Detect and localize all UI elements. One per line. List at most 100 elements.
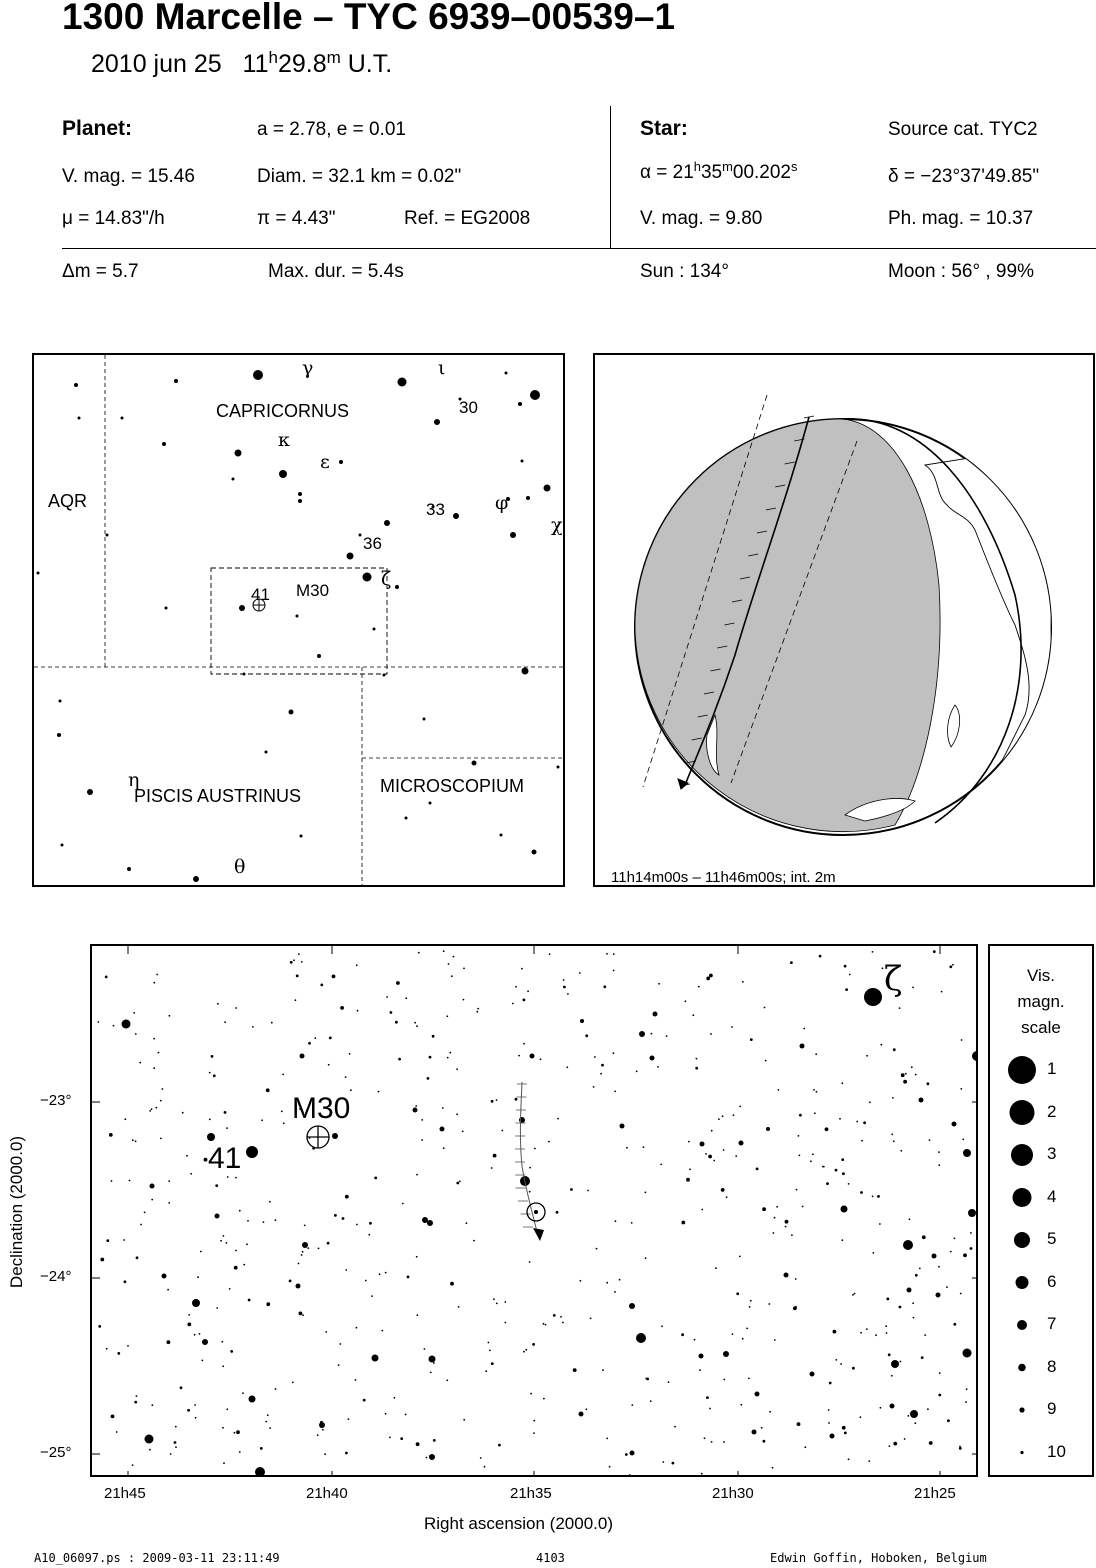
detail-star-faint	[235, 1249, 237, 1252]
detail-star-faint	[270, 1021, 273, 1024]
detail-star-faint	[238, 1451, 241, 1453]
detail-star-faint	[796, 1422, 801, 1426]
table-divider	[610, 106, 611, 248]
detail-star-faint	[282, 1073, 284, 1076]
detail-star-faint	[804, 1446, 807, 1449]
detail-star-faint	[521, 967, 523, 970]
detail-star-faint	[722, 1149, 725, 1151]
detail-star	[192, 1299, 200, 1307]
detail-star-faint	[689, 1168, 691, 1171]
detail-star	[918, 1097, 924, 1103]
detail-star-faint	[128, 1179, 131, 1182]
y-ticks	[92, 1101, 976, 1455]
scale-dot-3	[1011, 1144, 1033, 1166]
detail-star-faint	[369, 1221, 372, 1225]
scale-dot-6	[1015, 1276, 1029, 1289]
detail-star	[255, 1467, 265, 1475]
detail-star-faint	[644, 1191, 647, 1194]
finder-star	[164, 606, 168, 610]
xtick-21h40: 21h40	[306, 1485, 348, 1502]
detail-star	[951, 1121, 957, 1127]
detail-star-faint	[431, 1034, 435, 1038]
detail-star-faint	[749, 1299, 752, 1302]
detail-star-faint	[401, 1202, 404, 1205]
detail-star-faint	[589, 1317, 592, 1320]
detail-star-faint	[960, 1039, 963, 1041]
detail-star-faint	[151, 1404, 154, 1407]
detail-star-faint	[769, 1410, 771, 1413]
scale-dot-1	[1008, 1056, 1036, 1084]
scale-label-8: 8	[1047, 1356, 1057, 1376]
detail-star-faint	[776, 1205, 778, 1208]
finder-star	[384, 520, 390, 526]
detail-star-faint	[246, 1243, 248, 1246]
time-tick	[756, 530, 768, 534]
detail-star-faint	[845, 988, 848, 991]
detail-star-faint	[841, 1425, 846, 1430]
finder-stars	[36, 370, 560, 882]
detail-star-faint	[681, 1220, 686, 1225]
detail-star-faint	[247, 1220, 249, 1222]
detail-star-faint	[425, 1456, 428, 1459]
detail-star-faint	[731, 1026, 733, 1028]
finder-star	[264, 750, 268, 754]
detail-star-faint	[511, 1002, 514, 1005]
detail-star-faint	[364, 1279, 367, 1282]
detail-star-faint	[326, 1241, 330, 1245]
detail-star-faint	[156, 973, 159, 976]
detail-star-faint	[476, 1010, 479, 1013]
detail-star-faint	[662, 1461, 665, 1463]
detail-star-faint	[293, 959, 295, 962]
detail-star-faint	[947, 1419, 950, 1423]
path-arrow	[677, 778, 689, 790]
detail-star-faint	[483, 1465, 486, 1468]
detail-star-faint	[300, 1254, 303, 1256]
detail-star-faint	[741, 1337, 744, 1340]
constellation-boundaries	[34, 355, 563, 885]
detail-star-faint	[932, 950, 936, 953]
detail-star	[962, 1348, 972, 1358]
detail-star-faint	[153, 1067, 156, 1070]
detail-star	[840, 1205, 848, 1213]
detail-star-faint	[377, 1090, 380, 1093]
detail-star-faint	[810, 1160, 812, 1163]
detail-star-faint	[188, 1314, 191, 1316]
detail-star-faint	[139, 1061, 142, 1064]
detail-star-faint	[203, 1157, 208, 1162]
detail-star-faint	[131, 1139, 134, 1142]
detail-star-faint	[106, 1239, 110, 1242]
scale-label-7: 7	[1047, 1314, 1057, 1333]
scale-title-1: Vis.	[1026, 966, 1056, 985]
star-source-cat: Source cat. TYC2	[888, 119, 1038, 140]
detail-star	[161, 1273, 167, 1279]
detail-star-faint	[334, 1214, 337, 1217]
detail-star-faint	[795, 1188, 798, 1191]
finder-star	[87, 789, 93, 795]
detail-star-faint	[406, 1275, 410, 1279]
detail-star-faint	[447, 963, 450, 965]
page-title: 1300 Marcelle – TYC 6939–00539–1	[62, 0, 676, 37]
finder-star	[74, 383, 78, 387]
event-time-suffix: U.T.	[347, 50, 393, 78]
detail-star-faint	[463, 1418, 466, 1421]
detail-star-faint	[528, 1190, 531, 1193]
detail-star	[619, 1123, 625, 1129]
detail-star	[629, 1303, 635, 1309]
detail-star-faint	[692, 1014, 695, 1017]
finder-star	[279, 470, 287, 478]
detail-star-faint	[215, 1184, 219, 1187]
xtick-21h45: 21h45	[104, 1485, 146, 1502]
finder-star	[231, 477, 235, 481]
detail-star-faint	[828, 1422, 830, 1424]
central-line	[684, 416, 810, 786]
detail-star	[144, 1434, 154, 1444]
detail-star-faint	[645, 1377, 648, 1380]
detail-star-faint	[771, 1466, 774, 1469]
detail-star	[652, 1011, 658, 1017]
finder-label-15: η	[128, 769, 139, 791]
detail-star-faint	[301, 1250, 304, 1253]
detail-star-faint	[217, 1002, 219, 1005]
detail-star-faint	[642, 1146, 645, 1148]
detail-star-faint	[681, 1333, 684, 1337]
detail-star-faint	[763, 1006, 766, 1009]
